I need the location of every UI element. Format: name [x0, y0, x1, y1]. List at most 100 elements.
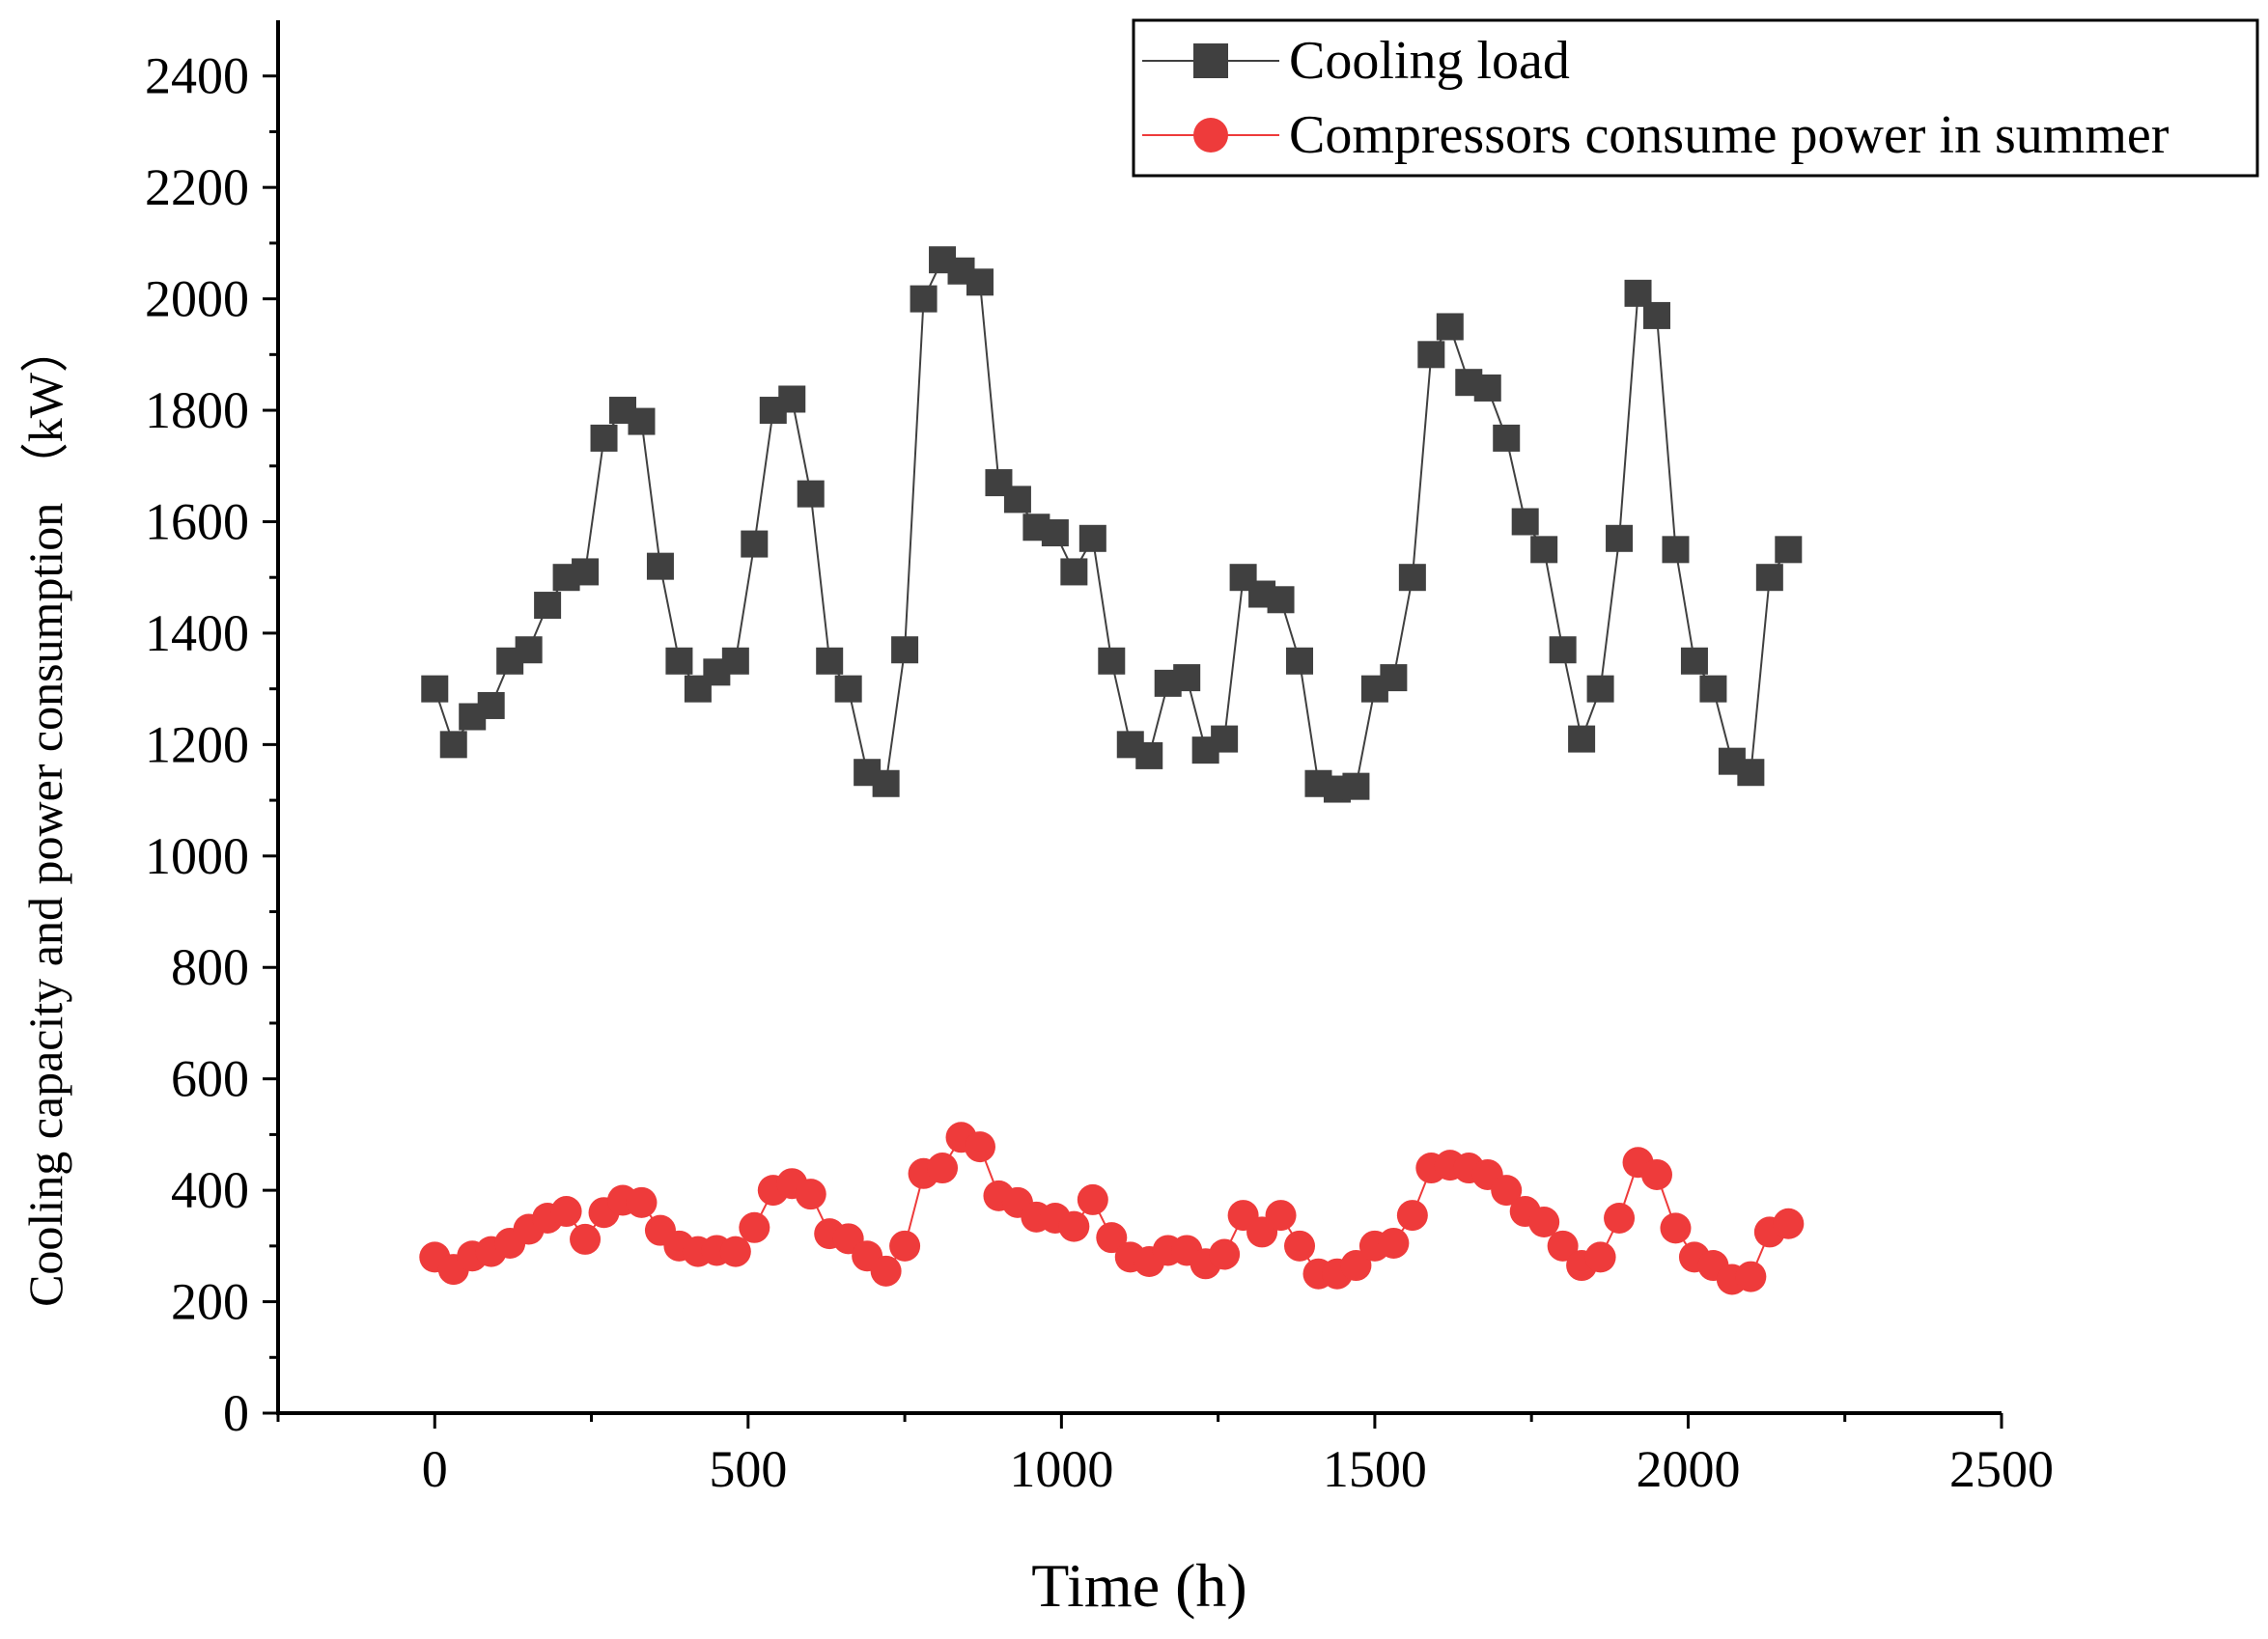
- data-point-circle: [1773, 1208, 1805, 1239]
- data-point-circle: [719, 1236, 751, 1267]
- data-point-square: [1078, 524, 1106, 552]
- data-point-square: [872, 769, 900, 797]
- data-point-square: [646, 552, 674, 580]
- data-point-square: [1173, 664, 1201, 692]
- data-point-circle: [1058, 1210, 1090, 1242]
- data-point-circle: [1378, 1227, 1410, 1259]
- legend-marker-power: [1193, 118, 1228, 153]
- data-point-square: [665, 647, 693, 675]
- data-point-square: [572, 558, 600, 586]
- ticks: 0 200 400 600 800 1000 1200 1400 1600 1800 2000 220…: [145, 47, 2054, 1498]
- data-point-circle: [870, 1255, 902, 1287]
- data-point-circle: [570, 1223, 602, 1255]
- data-point-square: [421, 675, 449, 703]
- y-tick-label: 2400: [145, 47, 249, 105]
- data-point-square: [966, 268, 994, 296]
- y-tick-label: 200: [171, 1273, 249, 1331]
- data-point-square: [1549, 636, 1577, 664]
- data-point-square: [628, 407, 656, 435]
- data-point-circle: [1209, 1238, 1241, 1270]
- data-point-circle: [1284, 1230, 1316, 1262]
- data-point-square: [891, 636, 919, 664]
- data-point-square: [1586, 675, 1614, 703]
- data-point-square: [1342, 772, 1370, 800]
- data-point-square: [1041, 519, 1069, 547]
- data-point-circle: [1265, 1200, 1297, 1232]
- data-point-square: [721, 647, 749, 675]
- data-point-circle: [1604, 1202, 1636, 1234]
- data-point-circle: [739, 1211, 770, 1243]
- y-tick-label: 1600: [145, 492, 249, 550]
- data-point-circle: [1528, 1207, 1560, 1238]
- data-point-square: [816, 647, 844, 675]
- legend-label-power: Compressors consume power in summer: [1289, 105, 2170, 165]
- y-tick-label: 1000: [145, 827, 249, 885]
- data-point-square: [741, 530, 769, 558]
- data-point-square: [1511, 508, 1539, 536]
- data-point-circle: [889, 1230, 921, 1262]
- data-point-square: [834, 675, 862, 703]
- data-point-circle: [550, 1196, 582, 1228]
- y-tick-label: 1400: [145, 604, 249, 662]
- data-point-square: [1417, 341, 1445, 369]
- y-tick-label: 600: [171, 1050, 249, 1108]
- data-point-square: [439, 731, 467, 759]
- data-point-circle: [1096, 1222, 1128, 1254]
- x-tick-label: 1000: [1009, 1440, 1113, 1498]
- data-point-square: [1211, 725, 1239, 753]
- data-point-square: [1755, 564, 1783, 592]
- data-point-square: [1267, 586, 1295, 614]
- y-tick-label: 2200: [145, 158, 249, 216]
- data-point-square: [1380, 664, 1408, 692]
- x-tick-label: 0: [422, 1440, 448, 1498]
- data-point-circle: [1396, 1200, 1428, 1232]
- series-2: [419, 1122, 1805, 1295]
- data-point-square: [1680, 647, 1708, 675]
- data-point-square: [778, 385, 806, 413]
- data-point-circle: [626, 1186, 658, 1218]
- data-point-square: [1775, 536, 1803, 564]
- data-point-square: [1568, 725, 1596, 753]
- x-axis-title: Time (h): [1031, 1551, 1246, 1620]
- data-point-square: [477, 691, 505, 719]
- data-point-circle: [927, 1153, 959, 1184]
- data-point-square: [1606, 524, 1634, 552]
- y-tick-label: 1800: [145, 381, 249, 439]
- data-point-square: [1737, 759, 1765, 787]
- legend-label-cooling: Cooling load: [1289, 31, 1570, 91]
- data-point-square: [1003, 486, 1031, 514]
- x-tick-label: 500: [709, 1440, 787, 1498]
- y-tick-label: 0: [223, 1384, 249, 1442]
- y-tick-label: 2000: [145, 270, 249, 328]
- data-point-square: [515, 636, 543, 664]
- x-tick-label: 1500: [1323, 1440, 1427, 1498]
- legend: Cooling load Compressors consume power i…: [1132, 18, 2259, 178]
- data-point-square: [1098, 647, 1126, 675]
- data-point-circle: [964, 1131, 995, 1163]
- data-point-circle: [795, 1179, 826, 1210]
- data-point-square: [590, 424, 618, 452]
- data-point-circle: [1584, 1241, 1616, 1273]
- y-tick-label: 400: [171, 1161, 249, 1219]
- data-point-circle: [1547, 1230, 1579, 1262]
- data-point-circle: [1641, 1158, 1672, 1190]
- series-line: [434, 258, 1790, 791]
- data-point-square: [1643, 301, 1670, 329]
- y-tick-label: 1200: [145, 715, 249, 773]
- data-point-square: [534, 592, 562, 620]
- data-point-square: [1493, 424, 1521, 452]
- data-point-square: [910, 285, 938, 313]
- axes: [276, 20, 2002, 1415]
- data-point-circle: [1660, 1212, 1692, 1244]
- data-point-circle: [1077, 1183, 1108, 1215]
- x-tick-label: 2000: [1636, 1440, 1740, 1498]
- y-axis-title: Cooling capacity and power consumption （…: [18, 324, 72, 1307]
- series-layer: [419, 246, 1805, 1295]
- series-1: [421, 246, 1803, 803]
- data-point-square: [797, 480, 825, 508]
- data-point-circle: [1340, 1250, 1372, 1282]
- data-point-square: [1398, 564, 1426, 592]
- data-point-square: [1699, 675, 1727, 703]
- legend-marker-cooling: [1193, 43, 1228, 78]
